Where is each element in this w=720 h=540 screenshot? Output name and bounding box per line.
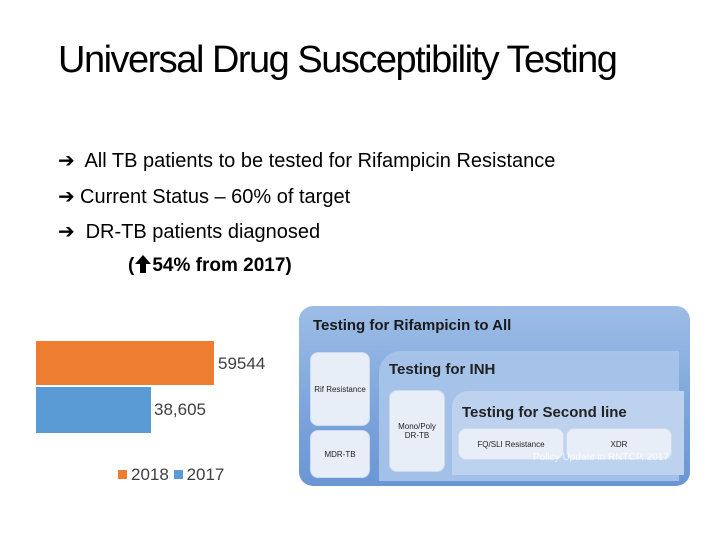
bullet-3: ➔ DR-TB patients diagnosed <box>58 219 320 244</box>
bullet-1-text: All TB patients to be tested for Rifampi… <box>84 150 556 172</box>
mono-poly-box: Mono/Poly DR-TB <box>389 390 445 472</box>
chart-legend: 2018 2017 <box>118 465 224 485</box>
sub-bullet-open: ( <box>128 255 135 276</box>
diagram-title: Testing for Rifampicin to All <box>313 317 512 334</box>
second-line-title: Testing for Second line <box>462 404 627 421</box>
legend-swatch-2018 <box>118 470 127 479</box>
right-arrow-icon: ➔ <box>58 221 75 243</box>
bullet-1: ➔ All TB patients to be tested for Rifam… <box>58 148 555 173</box>
diagram-footer: Policy Update in RNTCP, 2017 <box>533 452 669 463</box>
legend-label-2017: 2017 <box>186 465 225 484</box>
mdr-tb-box: MDR-TB <box>310 430 370 478</box>
bullet-2: ➔ Current Status – 60% of target <box>58 184 350 209</box>
bullet-3-text: DR-TB patients diagnosed <box>85 221 321 243</box>
bullet-2-text: Current Status – 60% of target <box>80 186 351 208</box>
value-label-2018: 59544 <box>218 354 266 373</box>
bar-2018 <box>36 341 214 385</box>
right-arrow-icon: ➔ <box>58 186 75 208</box>
rif-resistance-box: Rif Resistance <box>310 352 370 426</box>
up-arrow-icon <box>135 255 152 279</box>
bar-2017 <box>36 387 151 433</box>
fq-sli-box: FQ/SLI Resistance <box>458 428 564 460</box>
sub-bullet-text: 54% from 2017) <box>152 255 292 276</box>
xdr-box: XDR <box>566 428 672 460</box>
legend-swatch-2017 <box>173 470 183 479</box>
right-arrow-icon: ➔ <box>58 150 75 172</box>
inh-title: Testing for INH <box>389 361 496 378</box>
value-label-2017: 38,605 <box>154 400 206 419</box>
legend-label-2018: 2018 <box>131 465 169 484</box>
slide-title: Universal Drug Susceptibility Testing <box>58 39 618 81</box>
sub-bullet: (54% from 2017) <box>128 255 292 279</box>
